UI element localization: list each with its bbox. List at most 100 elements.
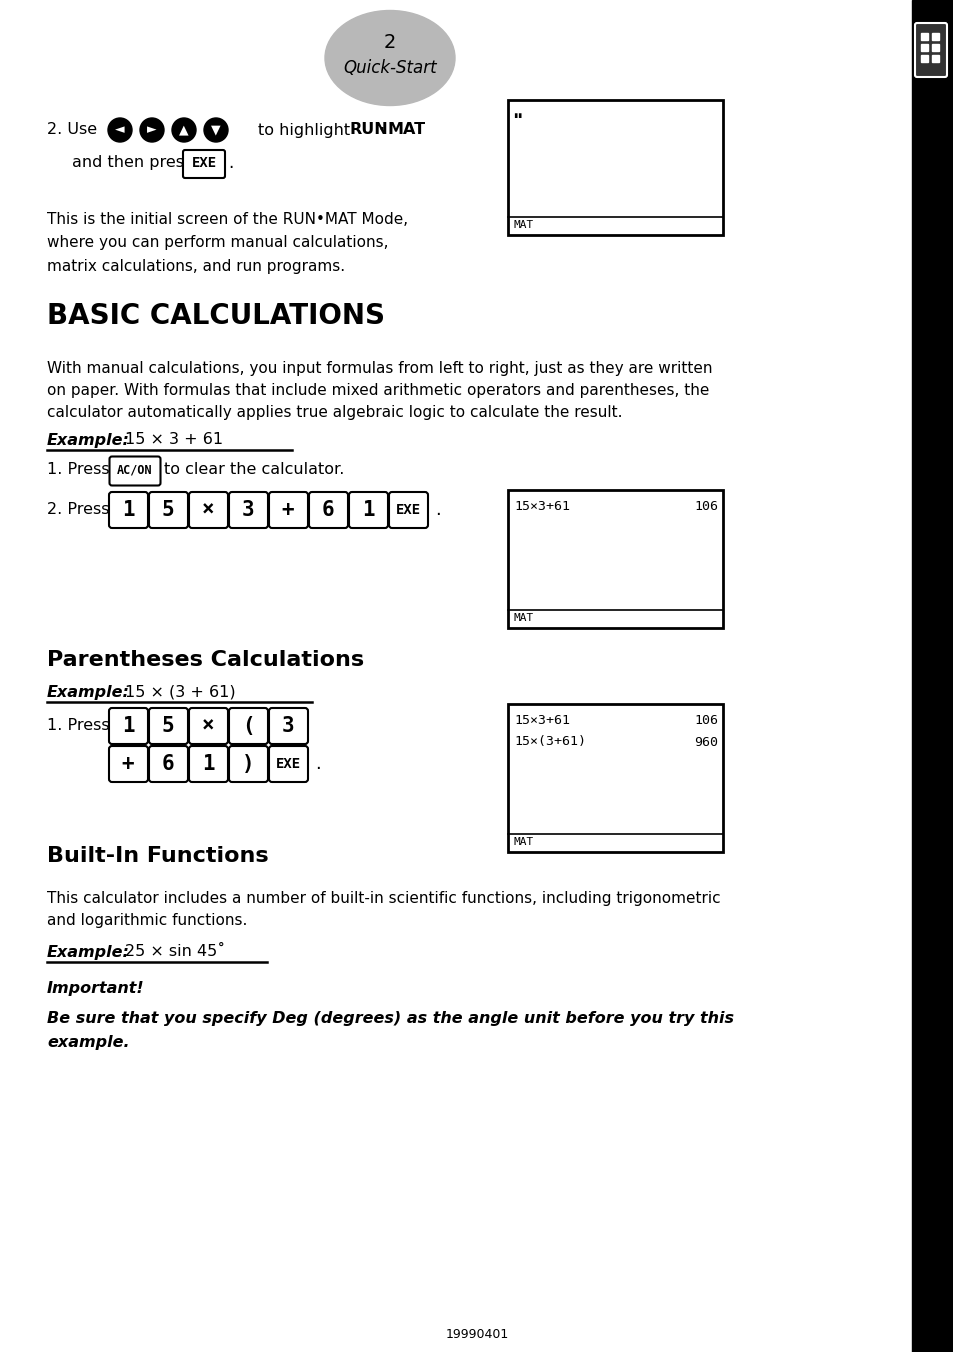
Text: where you can perform manual calculations,: where you can perform manual calculation… [47, 235, 388, 250]
Text: 1. Press: 1. Press [47, 718, 110, 734]
FancyBboxPatch shape [109, 708, 148, 744]
Circle shape [108, 118, 132, 142]
FancyBboxPatch shape [110, 457, 160, 485]
FancyBboxPatch shape [914, 23, 946, 77]
FancyBboxPatch shape [183, 150, 225, 178]
Text: Important!: Important! [47, 980, 145, 995]
Text: Quick-Start: Quick-Start [343, 59, 436, 77]
Text: Example:: Example: [47, 945, 130, 960]
Text: MAT: MAT [514, 612, 534, 623]
FancyBboxPatch shape [349, 492, 388, 529]
Text: This calculator includes a number of built-in scientific functions, including tr: This calculator includes a number of bui… [47, 891, 720, 906]
Text: and then press: and then press [71, 155, 193, 170]
Text: example.: example. [47, 1036, 130, 1051]
FancyBboxPatch shape [389, 492, 428, 529]
Text: RUN: RUN [350, 123, 388, 138]
Bar [911, 0, 953, 1352]
Text: .: . [435, 502, 440, 519]
Bar [920, 55, 927, 62]
Text: Example:: Example: [47, 684, 130, 699]
Bar [920, 45, 927, 51]
Text: AC/ON: AC/ON [117, 464, 152, 476]
FancyBboxPatch shape [149, 492, 188, 529]
Text: 25 × sin 45˚: 25 × sin 45˚ [125, 945, 225, 960]
Text: Built-In Functions: Built-In Functions [47, 846, 269, 867]
Text: ▘▘: ▘▘ [514, 114, 523, 123]
Circle shape [172, 118, 195, 142]
Text: ): ) [241, 754, 254, 773]
FancyBboxPatch shape [229, 492, 268, 529]
Text: 19990401: 19990401 [445, 1329, 508, 1341]
Text: 106: 106 [693, 499, 718, 512]
Text: ▲: ▲ [179, 123, 189, 137]
Bar [507, 489, 722, 627]
Text: ·: · [377, 123, 384, 138]
FancyBboxPatch shape [229, 746, 268, 781]
Text: EXE: EXE [275, 757, 300, 771]
Text: EXE: EXE [395, 503, 420, 516]
Text: 6: 6 [161, 754, 174, 773]
Text: 3: 3 [281, 717, 294, 735]
FancyBboxPatch shape [149, 708, 188, 744]
Ellipse shape [325, 11, 455, 105]
Text: Be sure that you specify Deg (degrees) as the angle unit before you try this: Be sure that you specify Deg (degrees) a… [47, 1010, 733, 1026]
FancyBboxPatch shape [269, 492, 308, 529]
Text: BASIC CALCULATIONS: BASIC CALCULATIONS [47, 301, 385, 330]
Text: 2. Use: 2. Use [47, 123, 97, 138]
FancyBboxPatch shape [109, 746, 148, 781]
Bar [507, 100, 722, 235]
Text: on paper. With formulas that include mixed arithmetic operators and parentheses,: on paper. With formulas that include mix… [47, 383, 709, 397]
Text: (: ( [241, 717, 254, 735]
Text: 15 × (3 + 61): 15 × (3 + 61) [125, 684, 235, 699]
FancyBboxPatch shape [269, 746, 308, 781]
FancyBboxPatch shape [109, 492, 148, 529]
Text: 15×3+61: 15×3+61 [514, 499, 569, 512]
Text: This is the initial screen of the RUN•MAT Mode,: This is the initial screen of the RUN•MA… [47, 212, 408, 227]
Text: calculator automatically applies true algebraic logic to calculate the result.: calculator automatically applies true al… [47, 404, 622, 419]
Text: .: . [228, 154, 233, 172]
Text: +: + [122, 754, 134, 773]
FancyBboxPatch shape [189, 492, 228, 529]
Text: 1: 1 [361, 500, 374, 521]
Circle shape [140, 118, 164, 142]
Text: .: . [314, 754, 320, 773]
Text: ◄: ◄ [115, 123, 125, 137]
Text: 1: 1 [122, 500, 134, 521]
Circle shape [204, 118, 228, 142]
Text: 3: 3 [241, 500, 254, 521]
Text: 106: 106 [693, 714, 718, 726]
Text: 2. Press: 2. Press [47, 503, 110, 518]
Text: 6: 6 [321, 500, 334, 521]
Text: EXE: EXE [192, 155, 216, 170]
Text: and logarithmic functions.: and logarithmic functions. [47, 913, 247, 927]
Text: 5: 5 [161, 717, 174, 735]
FancyBboxPatch shape [149, 746, 188, 781]
Text: 5: 5 [161, 500, 174, 521]
Text: ×: × [201, 500, 214, 521]
Text: ▼: ▼ [211, 123, 220, 137]
Text: 1: 1 [201, 754, 214, 773]
Text: to highlight: to highlight [257, 123, 355, 138]
Text: MAT: MAT [514, 837, 534, 846]
Bar [931, 45, 938, 51]
Text: 1: 1 [122, 717, 134, 735]
FancyBboxPatch shape [229, 708, 268, 744]
Text: 15×(3+61): 15×(3+61) [514, 735, 585, 749]
Bar [931, 32, 938, 41]
Text: MAT: MAT [388, 123, 426, 138]
Text: ×: × [201, 717, 214, 735]
Text: 960: 960 [693, 735, 718, 749]
Text: 15 × 3 + 61: 15 × 3 + 61 [125, 433, 223, 448]
Text: to clear the calculator.: to clear the calculator. [164, 462, 344, 477]
Text: matrix calculations, and run programs.: matrix calculations, and run programs. [47, 258, 345, 273]
Text: 15×3+61: 15×3+61 [514, 714, 569, 726]
Text: Parentheses Calculations: Parentheses Calculations [47, 650, 364, 671]
FancyBboxPatch shape [189, 708, 228, 744]
FancyBboxPatch shape [269, 708, 308, 744]
Text: MAT: MAT [514, 220, 534, 230]
Text: With manual calculations, you input formulas from left to right, just as they ar: With manual calculations, you input form… [47, 361, 712, 376]
Text: 1. Press: 1. Press [47, 462, 110, 477]
Bar [931, 55, 938, 62]
FancyBboxPatch shape [189, 746, 228, 781]
Text: +: + [281, 500, 294, 521]
